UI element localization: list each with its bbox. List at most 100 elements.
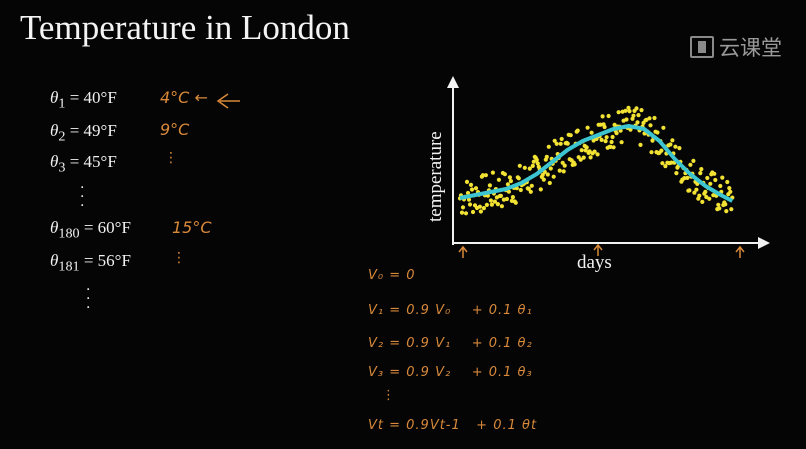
y-axis-arrow xyxy=(447,76,459,88)
data-point xyxy=(506,189,511,194)
data-point xyxy=(470,209,476,215)
equation-theta-180: θ180 = 60°F xyxy=(50,218,131,242)
data-point xyxy=(673,144,678,149)
data-point xyxy=(708,181,713,186)
data-point xyxy=(477,204,482,209)
data-point xyxy=(529,183,534,188)
data-point xyxy=(510,195,515,200)
data-point xyxy=(518,187,523,193)
data-point xyxy=(459,210,465,215)
data-point xyxy=(635,120,640,125)
data-point xyxy=(725,179,730,185)
equation-theta-181: θ181 = 56°F xyxy=(50,251,131,275)
data-point xyxy=(670,138,675,143)
data-point xyxy=(466,197,472,202)
tick-arrows xyxy=(458,243,745,258)
x-axis-label: days xyxy=(577,252,612,273)
data-point xyxy=(609,139,614,145)
data-point xyxy=(495,202,500,207)
note-theta-1: 4°C ← xyxy=(160,88,208,107)
data-point xyxy=(546,144,551,149)
x-axis-arrow xyxy=(758,237,770,249)
data-point xyxy=(727,186,732,191)
data-point xyxy=(535,161,540,166)
data-point xyxy=(483,173,488,178)
data-point xyxy=(496,177,501,182)
equation-theta-2: θ2 = 49°F xyxy=(50,121,117,145)
data-point xyxy=(552,138,557,143)
data-point xyxy=(465,190,471,196)
data-point xyxy=(705,175,710,181)
data-point xyxy=(648,123,653,128)
data-point xyxy=(602,124,607,130)
data-point xyxy=(614,131,619,136)
page-title: Temperature in London xyxy=(20,8,350,47)
y-axis-label: temperature xyxy=(425,131,446,222)
arrow-pointer xyxy=(216,93,240,109)
data-point xyxy=(467,202,473,207)
data-point xyxy=(716,202,721,207)
tick-arrow-end xyxy=(735,245,745,258)
data-point xyxy=(663,164,668,169)
data-point xyxy=(685,175,690,180)
book-icon xyxy=(690,36,714,58)
note-theta-180: 15°C xyxy=(172,218,212,237)
data-point xyxy=(588,155,593,160)
data-point xyxy=(599,137,604,142)
ellipsis-vertical: · · · xyxy=(80,180,85,214)
data-point xyxy=(655,130,660,135)
data-point xyxy=(513,200,518,205)
data-point xyxy=(626,105,631,110)
data-point xyxy=(541,177,546,182)
data-point xyxy=(636,113,641,118)
data-point xyxy=(487,183,492,188)
data-point xyxy=(669,160,674,165)
data-point xyxy=(464,179,470,184)
data-point xyxy=(488,198,493,203)
data-point xyxy=(688,162,693,167)
data-point xyxy=(720,175,725,180)
v0-definition: V₀ = 0 xyxy=(368,268,416,283)
vdots: ⋮ xyxy=(382,388,396,403)
data-point xyxy=(652,115,657,121)
data-point xyxy=(481,206,486,211)
data-point xyxy=(561,169,566,174)
data-point xyxy=(631,113,636,118)
data-point xyxy=(584,145,589,150)
smooth-line xyxy=(459,124,734,203)
data-point xyxy=(581,155,586,160)
data-point xyxy=(624,117,629,122)
data-point xyxy=(668,142,673,147)
data-point xyxy=(507,175,512,180)
data-point xyxy=(522,165,527,170)
data-point xyxy=(616,110,621,115)
data-point xyxy=(572,162,577,167)
data-point xyxy=(638,142,643,147)
data-point xyxy=(660,161,665,166)
data-point xyxy=(677,146,682,151)
data-point xyxy=(600,114,605,119)
data-point xyxy=(723,202,728,207)
data-point xyxy=(589,130,594,135)
data-point xyxy=(528,189,533,194)
equation-theta-1: θ1 = 40°F xyxy=(50,88,117,112)
data-point xyxy=(473,186,479,191)
v2-definition: V₂ = 0.9 V₁ + 0.1 θ₂ xyxy=(368,336,533,351)
data-point xyxy=(674,171,679,176)
data-point xyxy=(687,188,692,193)
vt-definition: Vt = 0.9Vt-1 + 0.1 θt xyxy=(368,418,538,433)
data-point xyxy=(468,182,474,187)
data-point xyxy=(611,145,616,150)
v1-definition: V₁ = 0.9 V₀ + 0.1 θ₁ xyxy=(368,303,533,318)
data-point xyxy=(557,168,562,173)
data-point xyxy=(460,205,466,210)
data-point xyxy=(547,180,552,186)
data-point xyxy=(492,199,497,204)
data-point xyxy=(703,189,708,194)
data-point xyxy=(489,202,494,207)
scatter-points xyxy=(457,105,735,216)
data-point xyxy=(694,187,699,192)
data-point xyxy=(661,125,666,130)
data-point xyxy=(718,183,723,189)
